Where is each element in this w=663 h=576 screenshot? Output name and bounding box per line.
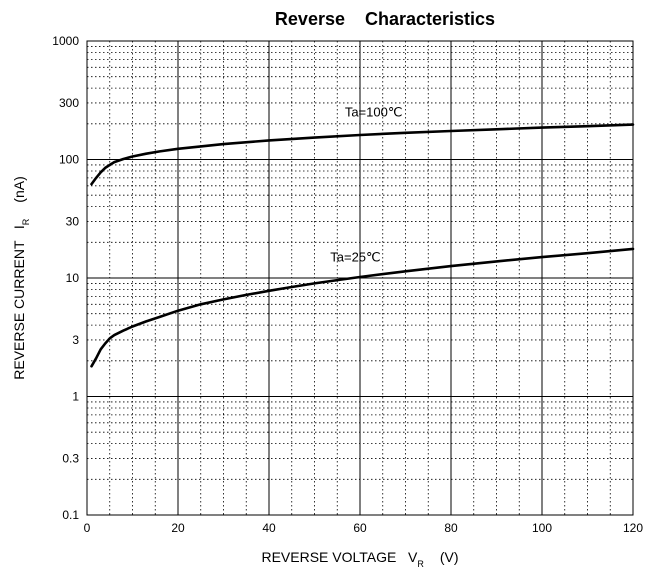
y-axis-label: REVERSE CURRENT IR (nA) <box>11 176 31 380</box>
x-tick-label: 120 <box>623 521 643 535</box>
y-tick-label: 10 <box>66 271 80 285</box>
x-tick-label: 60 <box>353 521 367 535</box>
series-line-0 <box>90 123 635 186</box>
y-tick-label: 100 <box>59 153 79 167</box>
y-tick-label: 30 <box>66 214 80 228</box>
chart-title: Reverse Characteristics <box>275 9 495 29</box>
plot-frame <box>86 40 634 516</box>
series-label-0: Ta=100℃ <box>345 105 403 120</box>
y-tick-labels: 0.1 0.3 1 3 10 30 100 300 1000 <box>52 34 79 522</box>
x-tick-label: 40 <box>262 521 276 535</box>
x-tick-label: 100 <box>532 521 552 535</box>
x-tick-label: 80 <box>444 521 458 535</box>
x-tick-label: 20 <box>171 521 185 535</box>
y-axis-label-sub: R <box>21 218 31 225</box>
series-labels: Ta=100℃ Ta=25℃ <box>330 105 402 265</box>
series-line-1 <box>90 247 635 368</box>
y-axis-label-unit: (nA) <box>11 176 27 202</box>
series-label-1: Ta=25℃ <box>330 249 380 264</box>
x-axis-label: REVERSE VOLTAGE VR (V) <box>261 549 458 569</box>
y-tick-label: 0.1 <box>62 508 79 522</box>
y-tick-label: 3 <box>72 333 79 347</box>
x-axis-label-main: REVERSE VOLTAGE V <box>261 549 418 565</box>
y-tick-label: 1000 <box>52 34 79 48</box>
x-axis-label-unit: (V) <box>440 549 459 565</box>
x-axis-label-sub: R <box>417 559 424 569</box>
series-lines <box>90 123 635 368</box>
y-tick-label: 300 <box>59 96 79 110</box>
x-tick-label: 0 <box>84 521 91 535</box>
y-tick-label: 0.3 <box>62 451 79 465</box>
y-tick-label: 1 <box>72 390 79 404</box>
x-tick-labels: 0 20 40 60 80 100 120 <box>84 521 644 535</box>
y-axis-label-main: REVERSE CURRENT I <box>11 225 27 380</box>
